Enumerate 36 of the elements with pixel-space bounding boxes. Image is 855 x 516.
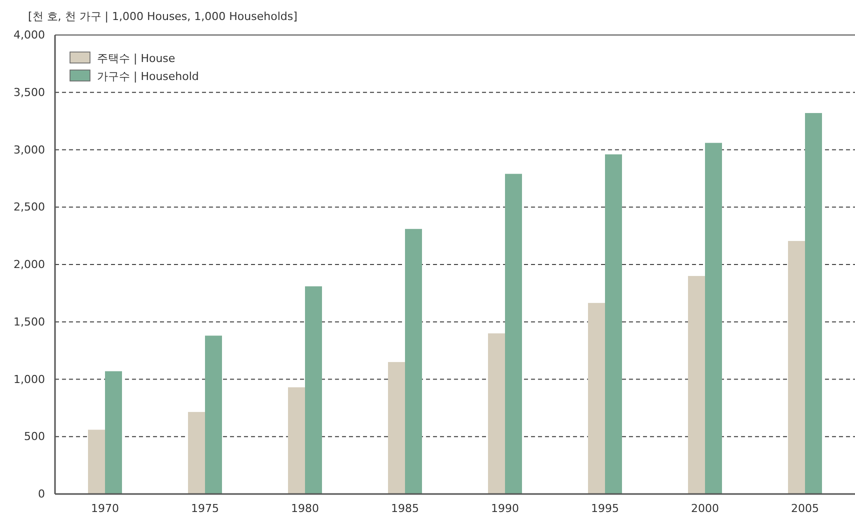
y-tick-label: 3,500 [14,86,45,99]
x-tick-label: 1975 [191,502,219,515]
x-tick-label: 1980 [291,502,319,515]
bar [605,154,622,494]
y-tick-label: 3,000 [14,143,45,156]
bar [88,430,105,494]
bar [388,362,405,494]
y-tick-label: 2,000 [14,258,45,272]
bar [188,412,205,494]
bar [288,387,305,494]
x-tick-label: 1995 [591,502,619,515]
x-tick-label: 2005 [791,502,819,515]
bar [788,240,805,494]
bar [505,174,522,494]
y-tick-label: 1,000 [14,372,45,386]
bar [405,228,422,494]
bar [588,302,605,494]
bar [705,142,722,494]
x-tick-label: 1985 [391,502,419,515]
legend-label: 주택수 | House [97,52,176,65]
y-axis-title: [천 호, 천 가구 | 1,000 Houses, 1,000 Households] [28,10,298,23]
y-tick-label: 0 [38,488,45,501]
y-tick-label: 2,500 [14,200,45,214]
x-tick-label: 2000 [691,502,719,515]
y-tick-label: 500 [24,430,45,444]
bar [205,336,222,494]
bar [688,276,705,494]
legend-label: 가구수 | Household [97,70,199,83]
y-tick-label: 1,500 [14,315,45,328]
y-tick-label: 4,000 [14,28,45,42]
bar [805,113,822,494]
x-tick-label: 1970 [91,502,119,515]
bar [488,333,505,494]
x-tick-label: 1990 [491,502,519,515]
bar [305,286,322,494]
bar [105,371,122,494]
